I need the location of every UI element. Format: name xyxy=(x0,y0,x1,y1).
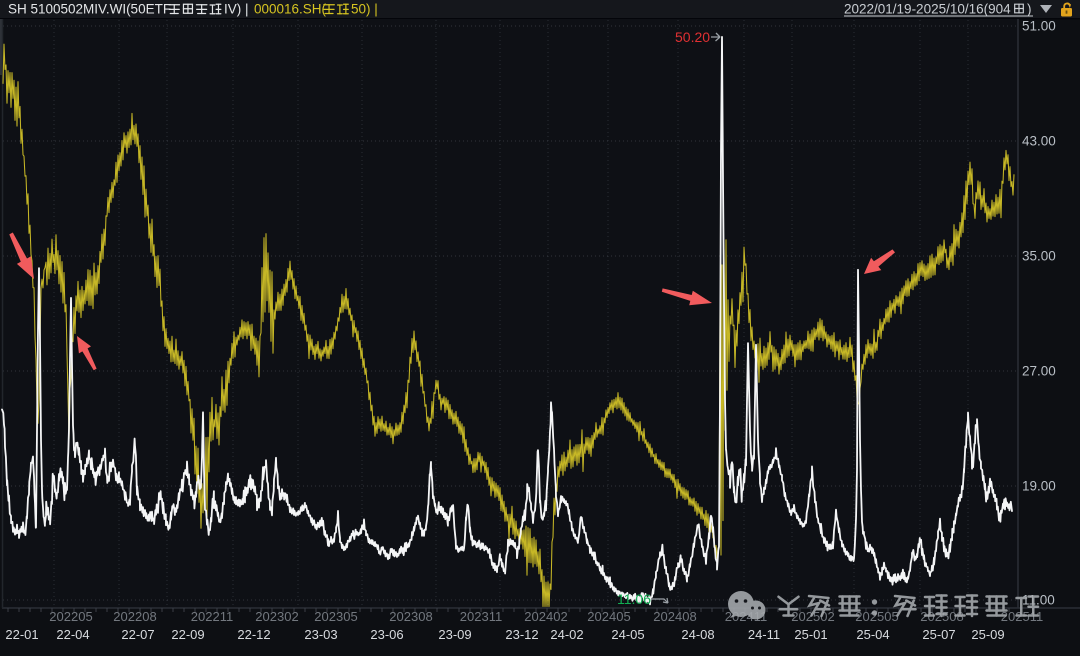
svg-text:202208: 202208 xyxy=(113,609,156,624)
svg-text:23-03: 23-03 xyxy=(304,627,337,642)
svg-text:25-01: 25-01 xyxy=(794,627,827,642)
svg-text:22-04: 22-04 xyxy=(56,627,89,642)
svg-text:202408: 202408 xyxy=(653,609,696,624)
svg-text:22-09: 22-09 xyxy=(171,627,204,642)
svg-text:IV) |: IV) | xyxy=(224,2,249,17)
svg-text:51.00: 51.00 xyxy=(1022,19,1056,34)
svg-text:202402: 202402 xyxy=(524,609,567,624)
svg-text:11.06: 11.06 xyxy=(617,591,651,607)
svg-text:SH 5100502MIV.WI(50ETF: SH 5100502MIV.WI(50ETF xyxy=(8,2,171,17)
svg-text:000016.SH(: 000016.SH( xyxy=(254,2,327,17)
svg-text:202205: 202205 xyxy=(49,609,92,624)
svg-text:202302: 202302 xyxy=(255,609,298,624)
svg-text:25-04: 25-04 xyxy=(856,627,889,642)
svg-text:24-11: 24-11 xyxy=(748,627,780,642)
svg-text:24-08: 24-08 xyxy=(681,627,714,642)
svg-text:24-05: 24-05 xyxy=(611,627,644,642)
svg-text:202405: 202405 xyxy=(587,609,630,624)
svg-text:24-02: 24-02 xyxy=(550,627,583,642)
svg-text:202311: 202311 xyxy=(460,609,502,624)
svg-text:2022/01/19-2025/10/16(904: 2022/01/19-2025/10/16(904 xyxy=(844,2,1011,17)
svg-text:50) |: 50) | xyxy=(351,2,378,17)
svg-text:23-12: 23-12 xyxy=(505,627,538,642)
svg-text:202308: 202308 xyxy=(389,609,432,624)
svg-text:11.00: 11.00 xyxy=(1022,593,1055,608)
svg-text:25-07: 25-07 xyxy=(922,627,955,642)
svg-text:23-09: 23-09 xyxy=(438,627,471,642)
svg-text:43.00: 43.00 xyxy=(1022,134,1056,149)
svg-text:35.00: 35.00 xyxy=(1022,249,1056,264)
svg-text:22-07: 22-07 xyxy=(121,627,154,642)
svg-text:202505: 202505 xyxy=(855,609,898,624)
svg-text:19.00: 19.00 xyxy=(1022,479,1056,494)
svg-text:): ) xyxy=(1027,2,1032,17)
svg-text:202305: 202305 xyxy=(314,609,357,624)
svg-text:23-06: 23-06 xyxy=(370,627,403,642)
svg-text:22-12: 22-12 xyxy=(237,627,270,642)
svg-text:25-09: 25-09 xyxy=(971,627,1004,642)
svg-text:50.20: 50.20 xyxy=(675,29,710,45)
svg-text:27.00: 27.00 xyxy=(1022,364,1056,379)
svg-text:202211: 202211 xyxy=(191,609,233,624)
svg-text:22-01: 22-01 xyxy=(5,627,38,642)
